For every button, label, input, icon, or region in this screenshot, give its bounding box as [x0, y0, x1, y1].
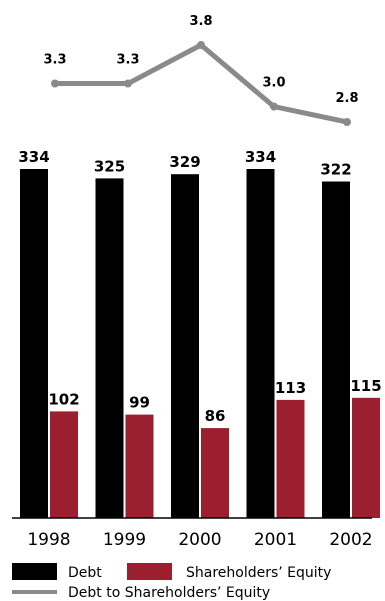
bar-debt-2001	[246, 169, 275, 518]
bar-debt-1998	[20, 169, 48, 518]
bar-label-debt-1998: 334	[18, 148, 49, 166]
bar-label-debt-2000: 329	[169, 153, 200, 171]
bar-label-equity-1998: 102	[48, 390, 79, 408]
bar-label-debt-2001: 334	[245, 148, 276, 166]
bar-label-debt-2002: 322	[320, 161, 351, 179]
bar-label-debt-1999: 325	[94, 157, 125, 175]
ratio-label-1998: 3.3	[43, 53, 66, 68]
bar-label-equity-2001: 113	[275, 379, 306, 397]
bar-equity-2001	[276, 399, 305, 518]
x-tick-label-1998: 1998	[27, 530, 70, 550]
ratio-point-2002	[343, 118, 351, 126]
bar-debt-1999	[95, 178, 124, 518]
ratio-point-2001	[270, 102, 278, 111]
ratio-label-2002: 2.8	[335, 91, 358, 106]
legend-label-ratio: Debt to Shareholders’ Equity	[68, 585, 270, 601]
ratio-line	[52, 42, 350, 125]
bar-equity-1998	[50, 411, 78, 518]
bar-debt-2002	[322, 181, 350, 518]
legend-label-debt: Debt	[68, 565, 102, 581]
x-tick-label-2001: 2001	[254, 530, 297, 550]
legend-label-equity: Shareholders’ Equity	[186, 565, 331, 581]
bar-label-equity-2002: 115	[350, 377, 381, 395]
ratio-point-2000	[197, 41, 205, 49]
bar-equity-2002	[352, 397, 380, 518]
x-axis-ticks-group: 1998 1999 2000 2001 2002	[27, 530, 372, 550]
bar-label-equity-1999: 99	[129, 394, 150, 412]
legend: Debt Shareholders’ Equity Debt to Shareh…	[12, 563, 331, 601]
legend-swatch-equity	[127, 563, 172, 580]
bar-equity-2000	[201, 428, 229, 518]
bars-group	[20, 169, 380, 518]
bar-labels-group: 334 102 325 99 329 86 334 113 322 115	[18, 148, 381, 425]
legend-swatch-debt	[12, 563, 57, 580]
ratio-label-2001: 3.0	[262, 76, 285, 91]
bar-label-equity-2000: 86	[205, 407, 226, 425]
x-tick-label-2000: 2000	[178, 530, 221, 550]
x-tick-label-2002: 2002	[329, 530, 372, 550]
ratio-point-1999	[124, 79, 132, 88]
bar-debt-2000	[171, 174, 199, 518]
ratio-line-group: 3.3 3.3 3.8 3.0 2.8	[43, 14, 359, 126]
ratio-label-2000: 3.8	[189, 14, 212, 29]
bar-equity-1999	[125, 414, 154, 518]
x-tick-label-1999: 1999	[103, 530, 146, 550]
ratio-point-1998	[51, 79, 59, 88]
ratio-label-1999: 3.3	[116, 53, 139, 68]
